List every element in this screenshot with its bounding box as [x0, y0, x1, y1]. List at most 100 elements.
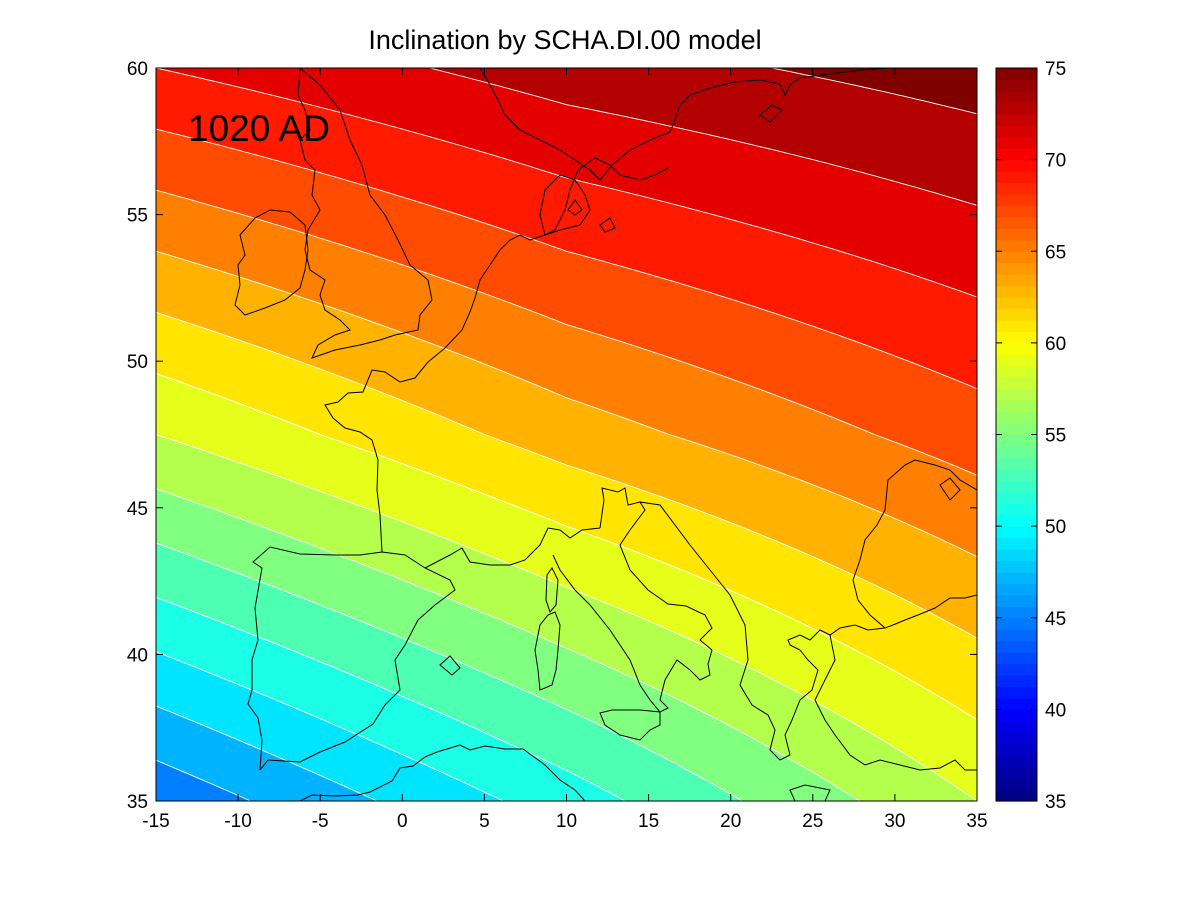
colorbar-segment	[996, 148, 1037, 161]
coastline-crimea	[939, 477, 961, 501]
contour-line	[771, 68, 977, 115]
colorbar-segment	[996, 377, 1037, 390]
colorbar-segment	[996, 423, 1037, 436]
colorbar-segment	[996, 400, 1037, 413]
colorbar-tick-label: 50	[1045, 517, 1066, 538]
coastline-sicily	[599, 709, 661, 741]
colorbar-segment	[996, 159, 1037, 172]
colorbar-segment	[996, 571, 1037, 584]
coastline-scandinavia	[479, 68, 891, 181]
colorbar-segment	[996, 171, 1037, 184]
colorbar-tick-label: 55	[1045, 426, 1066, 447]
x-axis: -15 -10 -5 0 5 10 15 20 25 30 35	[142, 68, 988, 832]
y-tick-label: 45	[127, 499, 148, 520]
coastline-spain-east	[247, 546, 456, 771]
contour-lines	[156, 68, 977, 801]
colorbar-segment	[996, 365, 1037, 378]
colorbar-segment	[996, 445, 1037, 458]
colorbar-segment	[996, 537, 1037, 550]
x-tick-label: 20	[720, 811, 741, 832]
colorbar-segment	[996, 297, 1037, 310]
colorbar-segment	[996, 388, 1037, 401]
contour-line	[156, 311, 977, 639]
colorbar: 35 40 45 50 55 60 65 70 75	[995, 59, 1066, 813]
colorbar-segment	[996, 411, 1037, 424]
x-tick-label: 0	[397, 811, 408, 832]
coastline-adriatic-balkans	[639, 501, 886, 761]
y-tick-label: 50	[127, 352, 148, 373]
colorbar-segment	[996, 732, 1037, 745]
coastline-ireland	[234, 209, 309, 316]
colorbar-segment	[996, 663, 1037, 676]
colorbar-segment	[996, 480, 1037, 493]
contour-line	[156, 434, 977, 801]
colorbar-segment	[996, 743, 1037, 756]
colorbar-segment	[996, 239, 1037, 252]
contour-line	[156, 651, 504, 801]
colorbar-segment	[996, 709, 1037, 722]
colorbar-segment	[996, 125, 1037, 138]
y-tick-label: 35	[127, 792, 148, 813]
coastline-iberia	[299, 744, 586, 801]
coastline-italy	[552, 487, 713, 713]
colorbar-segment	[996, 583, 1037, 596]
x-tick-label: -10	[224, 811, 251, 832]
contour-line	[156, 250, 977, 558]
colorbar-segment	[996, 342, 1037, 355]
colorbar-segment	[996, 251, 1037, 264]
colorbar-gradient	[996, 68, 1037, 802]
coastline-crete	[789, 784, 831, 801]
colorbar-segment	[996, 560, 1037, 573]
colorbar-segment	[996, 319, 1037, 333]
contour-line	[156, 759, 251, 801]
x-tick-label: -5	[312, 811, 329, 832]
coastline-france	[324, 297, 476, 553]
coastline-corsica	[545, 567, 559, 613]
x-tick-label: 30	[884, 811, 905, 832]
contour-line	[156, 542, 743, 801]
colorbar-tick-label: 70	[1045, 151, 1066, 172]
colorbar-segment	[996, 652, 1037, 665]
colorbar-segment	[996, 113, 1037, 126]
coastline-black-sea	[852, 459, 977, 629]
colorbar-segment	[996, 766, 1037, 779]
colorbar-segment	[996, 216, 1037, 229]
colorbar-segment	[996, 285, 1037, 298]
colorbar-segment	[996, 617, 1037, 630]
contour-line	[156, 488, 860, 801]
colorbar-tick-label: 75	[1045, 59, 1066, 80]
colorbar-segment	[996, 434, 1037, 447]
colorbar-segment	[996, 354, 1037, 367]
colorbar-segment	[996, 720, 1037, 733]
coastline-britain	[297, 68, 433, 359]
colorbar-segment	[996, 331, 1037, 344]
inclination-field	[156, 68, 977, 801]
colorbar-segment	[996, 457, 1037, 470]
colorbar-segment	[996, 514, 1037, 527]
colorbar-segment	[996, 594, 1037, 607]
colorbar-segment	[996, 503, 1037, 516]
colorbar-segment	[996, 308, 1037, 321]
contour-line	[429, 68, 977, 206]
coastline-baltic-islands	[567, 199, 616, 233]
x-tick-label: -15	[142, 811, 169, 832]
colorbar-segment	[996, 468, 1037, 481]
contour-line	[156, 128, 977, 390]
colorbar-segment	[996, 755, 1037, 768]
colorbar-segment	[996, 228, 1037, 241]
x-tick-label: 10	[556, 811, 577, 832]
colorbar-segment	[996, 182, 1037, 195]
colorbar-tick-label: 60	[1045, 334, 1066, 355]
coastline-aegean	[814, 634, 977, 771]
colorbar-segment	[996, 526, 1037, 539]
coastline-denmark	[539, 174, 591, 236]
colorbar-segment	[996, 491, 1037, 504]
colorbar-segment	[996, 629, 1037, 642]
colorbar-segment	[996, 262, 1037, 275]
colorbar-segment	[996, 136, 1037, 149]
colorbar-segment	[996, 686, 1037, 699]
colorbar-segment	[996, 68, 1037, 81]
coastline-low-countries	[474, 157, 669, 299]
y-tick-label: 60	[127, 59, 148, 80]
